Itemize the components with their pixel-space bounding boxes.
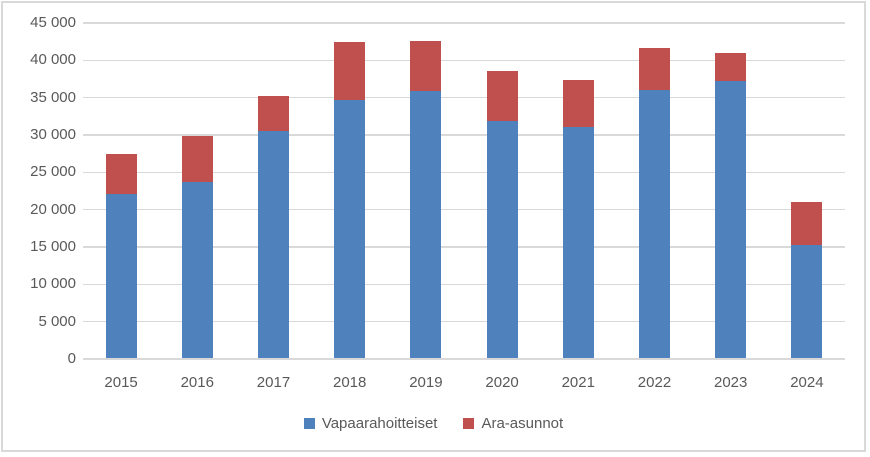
y-tick-label: 10 000 — [30, 275, 76, 293]
gridline — [83, 22, 845, 24]
bar-2019-vapaarahoitteiset — [410, 90, 442, 358]
bar-2018-ara-asunnot — [334, 42, 366, 101]
y-tick-label: 45 000 — [30, 14, 76, 31]
x-tick-label-2018: 2018 — [333, 374, 367, 391]
bar-2015-ara-asunnot — [105, 154, 137, 194]
gridline — [83, 246, 845, 248]
x-tick-label-2023: 2023 — [714, 374, 748, 391]
y-tick-label: 35 000 — [30, 88, 76, 106]
plot-area — [83, 22, 845, 360]
bar-2018-vapaarahoitteiset — [334, 100, 366, 358]
bar-2017-ara-asunnot — [258, 95, 289, 132]
bar-2016-vapaarahoitteiset — [181, 181, 213, 358]
gridline — [83, 96, 845, 99]
y-tick-label: 0 — [67, 350, 76, 367]
x-tick-label-2016: 2016 — [180, 374, 214, 391]
legend: Vapaarahoitteiset Ara-asunnot — [1, 413, 866, 433]
gridline — [83, 283, 845, 286]
y-tick-label: 5 000 — [38, 312, 76, 330]
x-tick-label-2021: 2021 — [561, 374, 595, 391]
gridline — [83, 171, 845, 174]
bar-2015-vapaarahoitteiset — [105, 193, 137, 358]
x-tick-label-2022: 2022 — [637, 374, 672, 391]
legend-swatch-ara-asunnot — [463, 417, 475, 429]
bar-2016-ara-asunnot — [181, 135, 213, 182]
legend-item-ara-asunnot: Ara-asunnot — [463, 415, 563, 432]
x-tick-label-2017: 2017 — [256, 374, 291, 391]
bar-2019-ara-asunnot — [410, 40, 442, 91]
bar-2024-ara-asunnot — [791, 201, 823, 245]
x-tick-label-2024: 2024 — [790, 374, 824, 391]
bar-2020-vapaarahoitteiset — [486, 120, 518, 358]
gridline — [83, 320, 845, 323]
legend-swatch-vapaarahoitteiset — [303, 417, 315, 429]
x-axis: 2015 2016 2017 2018 2019 2020 2021 2022 2023 2024 — [83, 374, 845, 392]
bar-2020-ara-asunnot — [486, 70, 518, 121]
bar-2022-vapaarahoitteiset — [639, 89, 670, 358]
x-axis-line — [83, 358, 845, 360]
bar-2024-vapaarahoitteiset — [791, 244, 823, 358]
bar-2022-ara-asunnot — [639, 48, 670, 90]
legend-label: Vapaarahoitteiset — [321, 414, 438, 432]
legend-item-vapaarahoitteiset: Vapaarahoitteiset — [303, 414, 438, 432]
y-tick-label: 15 000 — [30, 238, 76, 255]
bar-2023-vapaarahoitteiset — [715, 81, 747, 358]
y-tick-label: 30 000 — [30, 126, 76, 143]
bar-2021-ara-asunnot — [562, 80, 594, 127]
gridline — [83, 59, 845, 62]
x-tick-label-2020: 2020 — [485, 374, 519, 391]
y-tick-label: 25 000 — [30, 163, 76, 181]
y-tick-label: 40 000 — [30, 51, 76, 69]
x-tick-label-2015: 2015 — [104, 374, 138, 391]
gridline — [83, 134, 845, 136]
bar-2023-ara-asunnot — [715, 53, 747, 81]
bar-2021-vapaarahoitteiset — [562, 126, 594, 358]
x-tick-label-2019: 2019 — [409, 374, 443, 391]
y-axis: 0 5 000 10 000 15 000 20 000 25 000 30 000 35 0… — [0, 14, 76, 367]
legend-label: Ara-asunnot — [481, 414, 564, 432]
y-tick-label: 20 000 — [30, 200, 76, 218]
gridline — [83, 208, 845, 211]
bar-2017-vapaarahoitteiset — [258, 131, 289, 358]
